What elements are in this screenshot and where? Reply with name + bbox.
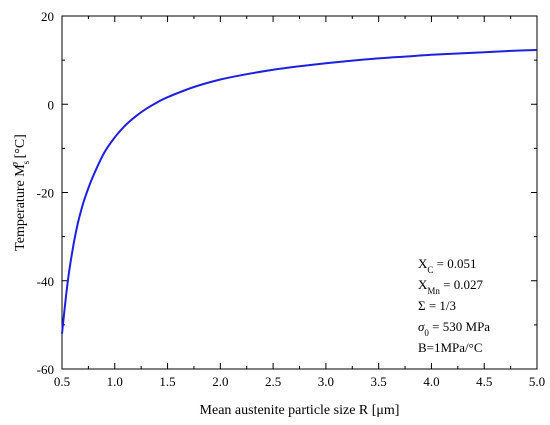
annotation-line: B=1MPa/°C xyxy=(418,340,483,355)
x-tick-label: 2.0 xyxy=(212,374,228,389)
x-tick-label: 1.0 xyxy=(107,374,123,389)
x-tick-label: 3.5 xyxy=(371,374,387,389)
y-axis-label-unit: [°C] xyxy=(13,134,28,162)
x-tick-label: 4.0 xyxy=(423,374,439,389)
annotation-line: Σ = 1/3 xyxy=(418,298,456,313)
annotation-line: XC = 0.051 xyxy=(418,256,477,275)
svg-text:Temperature Msσ [°C]: Temperature Msσ [°C] xyxy=(10,134,31,251)
y-tick-label: -40 xyxy=(37,274,54,289)
x-tick-label: 5.0 xyxy=(529,374,545,389)
tick-labels-group: 0.5 1.0 1.5 2.0 2.5 3.0 3.5 4.0 4.5 5.0 -60 -40 -20 0… xyxy=(37,9,545,389)
ticks-group xyxy=(61,15,538,370)
y-axis-label-sup: σ xyxy=(10,161,21,167)
y-tick-label: 0 xyxy=(48,97,55,112)
x-tick-label: 3.0 xyxy=(318,374,334,389)
annotation-line: XMn = 0.027 xyxy=(418,277,483,296)
series-line xyxy=(61,49,538,334)
x-tick-label: 1.5 xyxy=(159,374,175,389)
plot-frame xyxy=(61,15,538,370)
y-tick-label: -20 xyxy=(37,186,54,201)
y-tick-label: -60 xyxy=(37,362,54,377)
x-axis-label: Mean austenite particle size R [μm] xyxy=(200,403,400,418)
y-axis-label-main: Temperature M xyxy=(13,164,28,251)
y-axis-label: Temperature Msσ [°C] xyxy=(10,134,31,251)
x-tick-label: 4.5 xyxy=(476,374,492,389)
x-tick-label: 2.5 xyxy=(265,374,281,389)
annotation-line: σ0 = 530 MPa xyxy=(418,319,490,338)
y-tick-label: 20 xyxy=(41,9,54,24)
x-tick-label: 0.5 xyxy=(54,374,70,389)
y-axis-label-sub: s xyxy=(21,160,31,164)
annotation-block: XC = 0.051 XMn = 0.027 Σ = 1/3 σ0 = 530 MPa… xyxy=(418,256,490,355)
